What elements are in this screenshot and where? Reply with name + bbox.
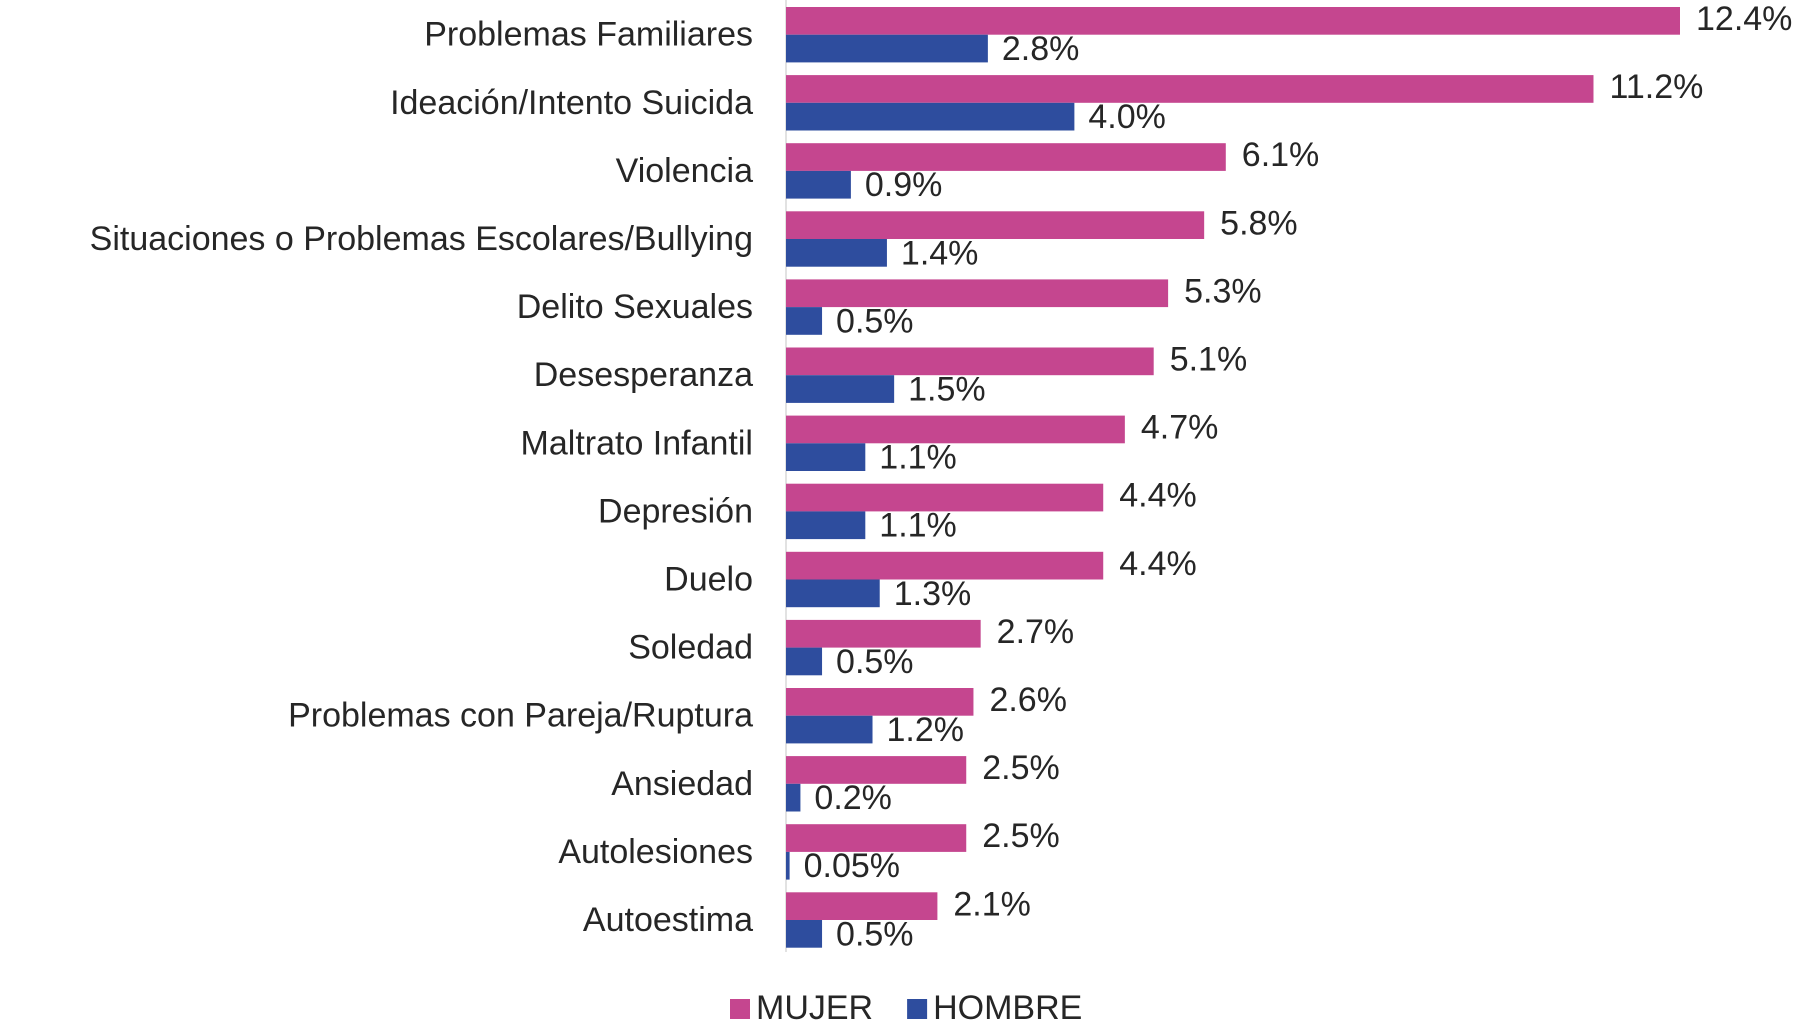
bar xyxy=(786,715,873,744)
category-label: Problemas Familiares xyxy=(424,16,753,54)
bar xyxy=(786,34,988,63)
bar xyxy=(786,170,851,199)
bar xyxy=(786,511,866,540)
category-label: Depresión xyxy=(598,492,753,530)
data-label: 1.3% xyxy=(894,575,972,613)
data-label: 2.5% xyxy=(982,749,1060,787)
bar xyxy=(786,307,823,335)
bar xyxy=(786,688,974,716)
legend-label: HOMBRE xyxy=(933,989,1082,1027)
category-label: Violencia xyxy=(616,152,753,190)
data-label: 2.1% xyxy=(953,885,1031,923)
bar xyxy=(786,647,823,676)
category-label: Ansiedad xyxy=(611,765,753,803)
bar xyxy=(786,279,1169,308)
bar xyxy=(786,143,1226,171)
data-label: 0.9% xyxy=(865,166,943,204)
data-label: 6.1% xyxy=(1242,136,1320,174)
bar xyxy=(786,756,967,784)
data-label: 1.5% xyxy=(908,370,986,408)
category-label: Situaciones o Problemas Escolares/Bullyi… xyxy=(90,220,753,258)
data-label: 4.4% xyxy=(1119,477,1197,515)
data-label: 4.4% xyxy=(1119,545,1197,583)
legend-swatch xyxy=(907,999,928,1019)
data-label: 12.4% xyxy=(1696,0,1792,38)
category-label: Autoestima xyxy=(583,901,753,939)
legend-label: MUJER xyxy=(756,989,873,1027)
bar xyxy=(786,920,823,948)
bar xyxy=(786,851,790,880)
data-label: 2.8% xyxy=(1002,30,1080,68)
bar xyxy=(786,892,938,920)
data-label: 5.1% xyxy=(1170,340,1248,378)
bar xyxy=(786,102,1075,131)
data-label: 5.8% xyxy=(1220,204,1298,242)
data-label: 0.5% xyxy=(836,302,914,340)
category-label: Desesperanza xyxy=(534,356,753,394)
data-label: 4.0% xyxy=(1088,98,1166,136)
bar xyxy=(786,415,1125,444)
bar xyxy=(786,824,967,852)
data-label: 1.2% xyxy=(887,711,965,749)
category-label: Soledad xyxy=(628,629,753,667)
data-label: 2.7% xyxy=(997,613,1075,651)
data-label: 2.6% xyxy=(989,681,1067,719)
bar xyxy=(786,211,1205,239)
data-label: 0.2% xyxy=(814,779,892,817)
data-label: 4.7% xyxy=(1141,409,1219,447)
category-label: Ideación/Intento Suicida xyxy=(390,84,753,122)
bar xyxy=(786,783,801,812)
bar xyxy=(786,551,1104,580)
bar xyxy=(786,347,1154,376)
bar xyxy=(786,483,1104,512)
bar xyxy=(786,375,895,403)
bar xyxy=(786,239,887,267)
data-label: 0.05% xyxy=(804,847,900,885)
legend-swatch xyxy=(730,999,750,1019)
data-label: 1.1% xyxy=(879,439,957,477)
bar xyxy=(786,7,1680,35)
bar xyxy=(786,619,981,648)
category-label: Problemas con Pareja/Ruptura xyxy=(288,697,753,735)
category-label: Maltrato Infantil xyxy=(521,424,753,462)
category-label: Duelo xyxy=(664,560,753,598)
category-label: Delito Sexuales xyxy=(517,288,753,326)
bar xyxy=(786,443,866,471)
data-label: 11.2% xyxy=(1609,68,1703,106)
bar xyxy=(786,579,880,608)
data-label: 2.5% xyxy=(982,817,1060,855)
data-label: 5.3% xyxy=(1184,272,1262,310)
data-label: 0.5% xyxy=(836,643,914,681)
bar xyxy=(786,75,1594,103)
data-label: 1.1% xyxy=(879,507,957,545)
data-label: 0.5% xyxy=(836,915,914,953)
category-label: Autolesiones xyxy=(558,833,753,871)
data-label: 1.4% xyxy=(901,234,979,272)
